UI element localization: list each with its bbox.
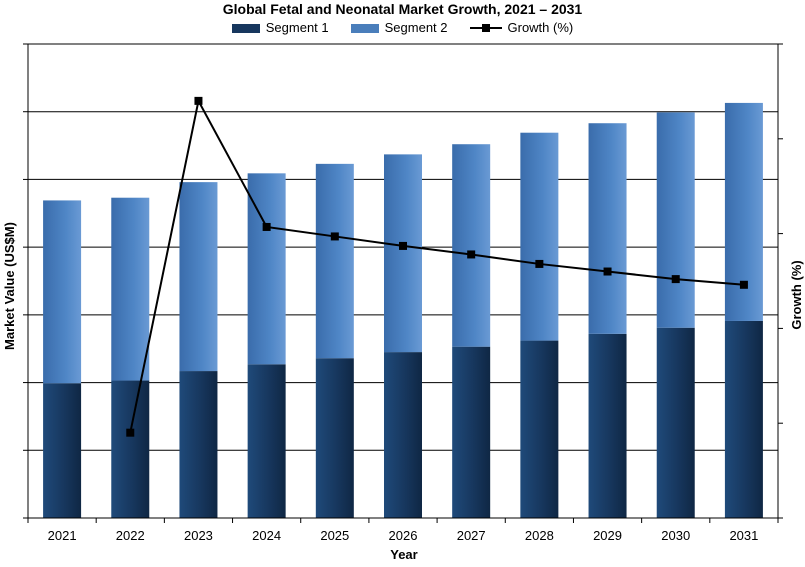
bar-segment-1 xyxy=(724,320,763,518)
growth-line xyxy=(129,97,744,433)
growth-marker xyxy=(739,280,748,289)
growth-marker xyxy=(603,267,612,276)
bar-segment-1 xyxy=(656,327,695,518)
x-tick-label: 2021 xyxy=(48,528,77,543)
bar-segment-1 xyxy=(520,340,559,518)
growth-marker xyxy=(126,428,135,437)
y-axis-title: Market Value (US$M) xyxy=(2,222,17,350)
x-tick-label: 2027 xyxy=(457,528,486,543)
bar-segment-2 xyxy=(452,144,491,347)
legend-label-segment-1: Segment 1 xyxy=(265,20,329,35)
growth-marker xyxy=(671,275,680,284)
legend-item-segment-2: Segment 2 xyxy=(350,20,448,36)
bar-segment-2 xyxy=(520,132,559,341)
bar-segment-1 xyxy=(111,380,150,518)
y2-axis-title: Growth (%) xyxy=(789,260,804,329)
growth-marker xyxy=(330,232,339,241)
legend-label-segment-2: Segment 2 xyxy=(384,20,448,35)
bar-segment-2 xyxy=(588,123,627,334)
x-tick-label: 2025 xyxy=(320,528,349,543)
legend-item-growth: Growth (%) xyxy=(469,20,574,36)
x-tick-label: 2031 xyxy=(729,528,758,543)
bar-segment-2 xyxy=(315,163,354,359)
bar-segment-1 xyxy=(384,352,422,518)
growth-marker xyxy=(194,96,203,105)
bar-segment-2 xyxy=(111,197,150,381)
bar-segment-2 xyxy=(179,182,218,372)
bar-segment-2 xyxy=(384,154,422,353)
legend: Segment 1 Segment 2 Growth (%) xyxy=(0,20,805,36)
bar-segment-1 xyxy=(43,383,82,518)
legend-item-segment-1: Segment 1 xyxy=(231,20,329,36)
bar-segment-1 xyxy=(179,371,218,518)
bar-segment-2 xyxy=(43,200,82,384)
x-tick-label: 2022 xyxy=(116,528,145,543)
bar-segment-2 xyxy=(656,112,695,328)
x-tick-label: 2028 xyxy=(525,528,554,543)
bar-segment-1 xyxy=(452,346,491,518)
legend-swatch-growth xyxy=(469,23,502,33)
chart-title: Global Fetal and Neonatal Market Growth,… xyxy=(222,1,583,17)
growth-marker xyxy=(262,222,271,231)
growth-marker xyxy=(467,250,476,259)
bar-segment-1 xyxy=(588,333,627,518)
legend-label-growth: Growth (%) xyxy=(507,20,574,35)
x-tick-label: 2023 xyxy=(184,528,213,543)
x-tick-label: 2026 xyxy=(389,528,418,543)
x-tick-label: 2029 xyxy=(593,528,622,543)
legend-swatch-segment-2 xyxy=(350,23,379,33)
growth-marker xyxy=(535,259,544,268)
growth-marker xyxy=(399,241,407,250)
bar-segment-1 xyxy=(315,358,354,518)
x-tick-label: 2030 xyxy=(661,528,690,543)
x-axis-title: Year xyxy=(390,547,417,562)
bar-segment-1 xyxy=(247,364,286,518)
x-tick-label: 2024 xyxy=(252,528,281,543)
legend-swatch-segment-1 xyxy=(231,23,260,33)
